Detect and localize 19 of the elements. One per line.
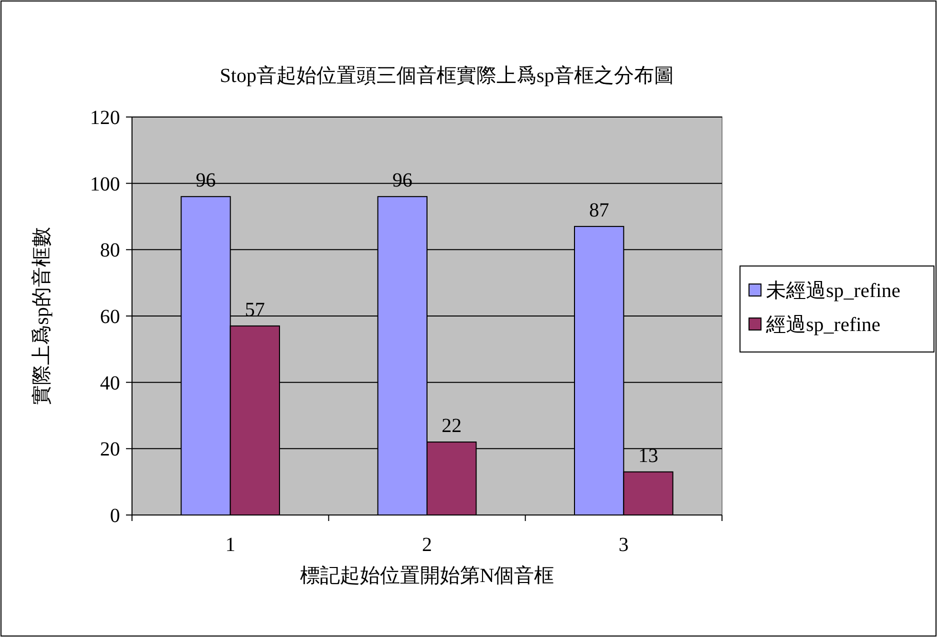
y-tick-label: 100 xyxy=(90,173,120,196)
y-tick-label: 0 xyxy=(110,505,120,527)
y-axis-title: 實際上爲sp的音框數 xyxy=(31,227,53,405)
x-tick-label: 2 xyxy=(422,534,432,556)
data-label: 13 xyxy=(638,444,658,467)
data-label: 22 xyxy=(442,415,462,438)
y-tick-label: 120 xyxy=(90,107,120,129)
x-tick-label: 3 xyxy=(618,534,629,556)
legend-label: 未經過sp_refine xyxy=(766,280,901,302)
data-label: 57 xyxy=(244,298,265,321)
y-tick-label: 40 xyxy=(100,372,120,394)
y-tick-label: 20 xyxy=(100,438,120,461)
chart-title: Stop音起始位置頭三個音框實際上爲sp音框之分布圖 xyxy=(220,65,674,87)
x-axis-title: 標記起始位置開始第N個音框 xyxy=(300,565,554,587)
y-tick-label: 60 xyxy=(100,306,120,328)
data-label: 87 xyxy=(589,199,610,222)
legend-label: 經過sp_refine xyxy=(765,314,881,336)
y-tick-label: 80 xyxy=(100,240,120,262)
x-tick-label: 1 xyxy=(225,534,236,556)
